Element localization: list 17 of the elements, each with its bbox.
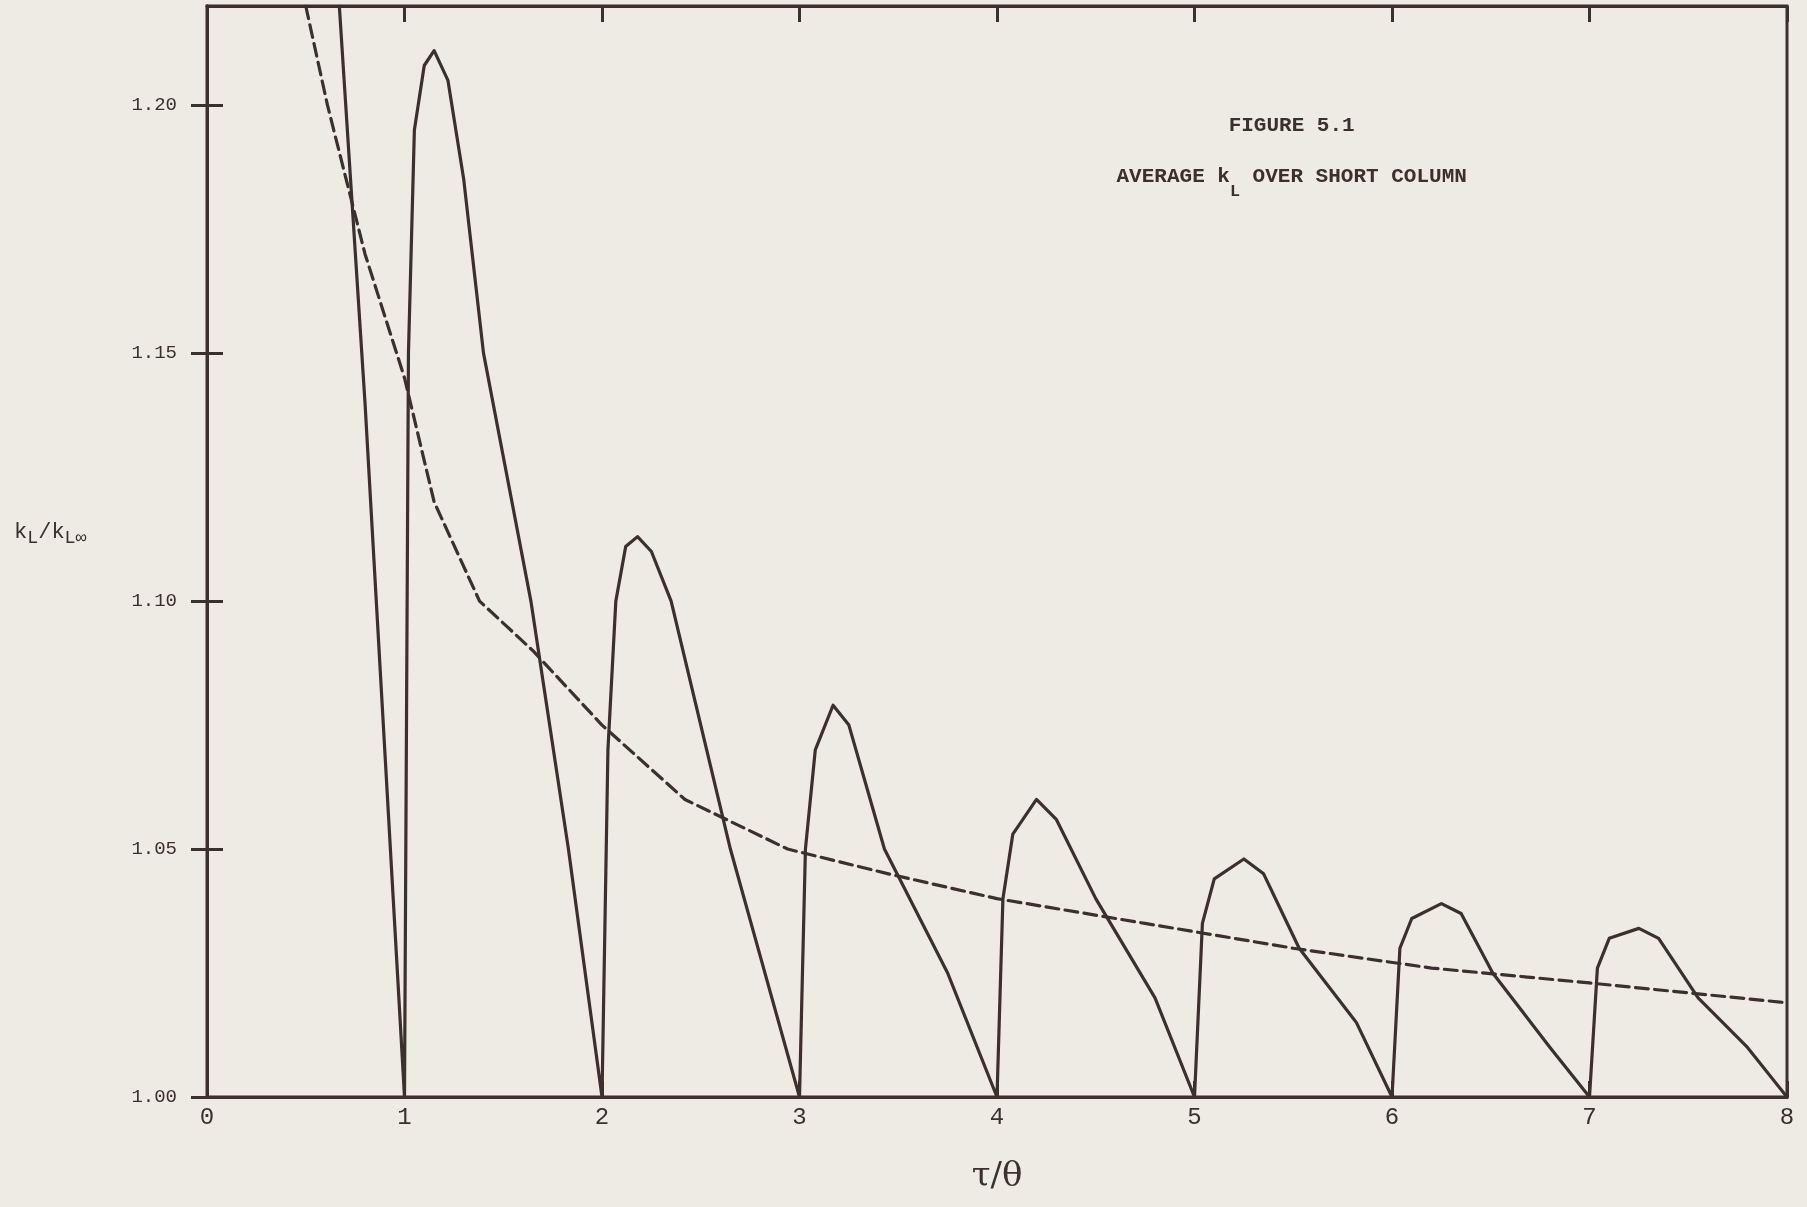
x-tick-label: 3	[792, 1103, 807, 1131]
x-tick-label: 1	[397, 1103, 412, 1131]
x-tick-label: 2	[594, 1103, 610, 1131]
text: FIGURE 5.1	[1228, 114, 1355, 137]
y-tick-label: 1.10	[131, 590, 177, 613]
x-axis-title: τ/θ	[971, 1154, 1023, 1194]
y-axis-title: k$_{L}$/k$_{L∞}$	[14, 520, 87, 550]
x-tick-label: 6	[1384, 1103, 1400, 1131]
x-tick-label: 7	[1582, 1103, 1597, 1131]
y-tick-label: 1.20	[131, 94, 177, 117]
x-tick-label: 0	[199, 1103, 215, 1131]
y-tick-label: 1.15	[131, 342, 177, 365]
x-tick-label: 8	[1779, 1103, 1795, 1131]
y-tick-label: 1.00	[131, 1086, 177, 1108]
x-tick-label: 5	[1187, 1103, 1202, 1131]
y-tick-label: 1.05	[131, 838, 177, 861]
x-tick-label: 4	[989, 1103, 1005, 1131]
